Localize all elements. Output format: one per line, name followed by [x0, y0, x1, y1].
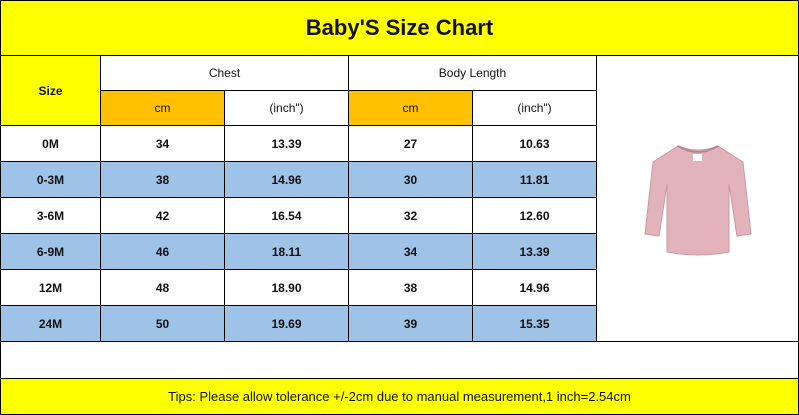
value-cell: 14.96: [472, 269, 597, 306]
value-cell: 18.90: [224, 269, 349, 306]
unit-header: cm: [348, 90, 473, 126]
value-cell: 10.63: [472, 125, 597, 162]
value-cell: 16.54: [224, 197, 349, 234]
value-cell: 42: [100, 197, 225, 234]
value-cell: 14.96: [224, 161, 349, 198]
value-cell: 46: [100, 233, 225, 270]
size-cell: 3-6M: [0, 197, 101, 234]
value-cell: 38: [100, 161, 225, 198]
size-cell: 12M: [0, 269, 101, 306]
value-cell: 38: [348, 269, 473, 306]
value-cell: 15.35: [472, 305, 597, 342]
size-cell: 6-9M: [0, 233, 101, 270]
title: Baby'S Size Chart: [0, 0, 799, 56]
unit-header: (inch"): [224, 90, 349, 126]
size-cell: 0M: [0, 125, 101, 162]
value-cell: 13.39: [472, 233, 597, 270]
group-header: Body Length: [348, 55, 597, 91]
image-cell: [596, 55, 799, 342]
value-cell: 34: [348, 233, 473, 270]
value-cell: 39: [348, 305, 473, 342]
size-cell: 0-3M: [0, 161, 101, 198]
value-cell: 12.60: [472, 197, 597, 234]
value-cell: 11.81: [472, 161, 597, 198]
empty-row: [0, 341, 799, 379]
value-cell: 19.69: [224, 305, 349, 342]
value-cell: 48: [100, 269, 225, 306]
size-cell: 24M: [0, 305, 101, 342]
value-cell: 13.39: [224, 125, 349, 162]
unit-header: (inch"): [472, 90, 597, 126]
shirt-image: [643, 144, 752, 255]
size-header: Size: [0, 55, 101, 126]
value-cell: 27: [348, 125, 473, 162]
value-cell: 34: [100, 125, 225, 162]
value-cell: 32: [348, 197, 473, 234]
value-cell: 30: [348, 161, 473, 198]
value-cell: 18.11: [224, 233, 349, 270]
tips: Tips: Please allow tolerance +/-2cm due …: [0, 378, 799, 415]
group-header: Chest: [100, 55, 349, 91]
value-cell: 50: [100, 305, 225, 342]
unit-header: cm: [100, 90, 225, 126]
